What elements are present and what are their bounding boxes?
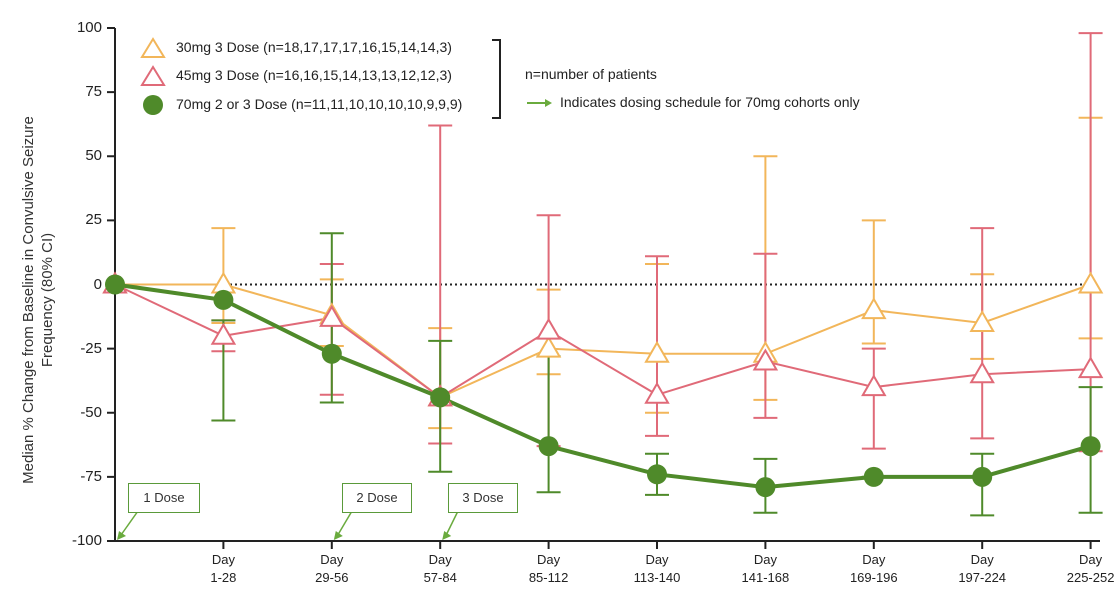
x-tick-label: Day 197-224 <box>942 551 1022 587</box>
x-tick-label-line2: 85-112 <box>528 570 569 585</box>
x-tick-label: Day 141-168 <box>725 551 805 587</box>
x-tick-label-line2: 113-140 <box>633 570 681 585</box>
series-line-30mg <box>115 283 1091 399</box>
dose-pointer-line <box>337 510 353 536</box>
x-tick-label-line1: Day <box>753 552 777 567</box>
x-tick-label-line1: Day <box>645 552 669 567</box>
x-tick-label-line2: 169-196 <box>849 570 898 585</box>
data-point-30mg <box>969 309 995 332</box>
y-tick-label: 100 <box>76 19 102 36</box>
x-tick-label: Day 169-196 <box>834 551 914 587</box>
legend-label-30mg: 30mg 3 Dose (n=18,17,17,17,16,15,14,14,3… <box>176 39 452 55</box>
data-point-45mg <box>752 348 779 371</box>
data-point-45mg <box>644 381 670 404</box>
data-point-30mg <box>535 335 562 358</box>
dose-label-3: 3 Dose <box>448 483 518 513</box>
data-point-70mg <box>863 466 884 487</box>
x-tick-label-line2: 1-28 <box>210 570 237 585</box>
x-tick-label-line1: Day <box>537 552 561 567</box>
data-point-45mg <box>861 374 887 397</box>
data-point-45mg <box>1077 356 1104 379</box>
y-tick-label: -100 <box>71 532 102 549</box>
y-axis-label-text: Median % Change from Baseline in Convuls… <box>20 116 56 484</box>
y-tick-label: 0 <box>93 275 102 293</box>
data-point-70mg <box>430 387 451 408</box>
data-point-70mg <box>1080 436 1101 457</box>
x-tick-label-line1: Day <box>1079 552 1103 567</box>
x-tick-label-line2: 225-252 <box>1066 570 1115 585</box>
data-point-30mg <box>210 271 237 294</box>
y-tick-label: -50 <box>80 403 102 421</box>
data-point-70mg <box>755 477 776 498</box>
dose-pointer-arrowhead <box>117 531 126 540</box>
x-tick-label-line1: Day <box>862 552 886 567</box>
dose-pointer-line <box>120 510 139 536</box>
dose-label-1: 1 Dose <box>128 483 200 513</box>
legend-label-45mg: 45mg 3 Dose (n=16,16,15,14,13,13,12,12,3… <box>176 67 452 83</box>
dosing-schedule-note: Indicates dosing schedule for 70mg cohor… <box>560 94 860 110</box>
x-tick-label: Day 225-252 <box>1051 551 1118 587</box>
data-point-30mg <box>1077 271 1104 294</box>
x-tick-label-line1: Day <box>320 552 344 567</box>
legend-marker-70mg <box>143 95 163 115</box>
data-point-70mg <box>972 466 993 487</box>
x-tick-label-line2: 141-168 <box>741 570 790 585</box>
n-definition-note: n=number of patients <box>525 66 657 82</box>
legend-label-70mg: 70mg 2 or 3 Dose (n=11,11,10,10,10,10,9,… <box>176 96 463 112</box>
x-tick-label: Day 29-56 <box>292 551 372 587</box>
data-point-70mg <box>538 436 559 457</box>
x-tick-label-line1: Day <box>211 552 235 567</box>
dose-label-2: 2 Dose <box>342 483 412 513</box>
x-tick-label: Day 57-84 <box>400 551 480 587</box>
x-tick-label-line2: 57-84 <box>423 570 457 585</box>
y-axis-label: Median % Change from Baseline in Convuls… <box>3 80 73 520</box>
data-point-70mg <box>213 289 234 310</box>
x-tick-label-line2: 29-56 <box>315 570 349 585</box>
x-tick-label: Day 85-112 <box>509 551 589 587</box>
y-tick-label: -25 <box>80 339 102 357</box>
x-tick-label-line1: Day <box>428 552 452 567</box>
y-tick-label: 50 <box>85 147 102 165</box>
x-tick-label-line1: Day <box>970 552 994 567</box>
data-point-45mg <box>969 361 995 384</box>
series-line-45mg <box>114 283 1091 399</box>
data-point-45mg <box>210 322 237 345</box>
dose-pointer-arrowhead <box>442 531 452 540</box>
data-point-70mg <box>105 274 125 295</box>
dose-pointer-arrowhead <box>333 531 343 540</box>
data-point-70mg <box>647 464 667 485</box>
y-tick-label: 75 <box>85 83 102 101</box>
x-tick-label: Day 113-140 <box>617 551 697 587</box>
data-point-70mg <box>321 343 342 364</box>
x-tick-label: Day 1-28 <box>183 551 263 587</box>
dose-pointer-line <box>445 510 459 536</box>
legend-marker-45mg <box>140 65 166 86</box>
data-point-45mg <box>319 304 345 327</box>
dosing-arrow-icon <box>527 99 552 107</box>
data-point-45mg <box>535 317 562 340</box>
x-tick-label-line2: 197-224 <box>958 570 1007 585</box>
y-tick-label: -75 <box>80 467 102 485</box>
data-point-30mg <box>644 340 670 363</box>
y-tick-label: 25 <box>85 211 102 229</box>
series-line-70mg <box>114 282 1092 490</box>
legend-bracket <box>492 39 501 119</box>
data-point-30mg <box>861 297 887 320</box>
legend-marker-30mg <box>140 37 166 58</box>
